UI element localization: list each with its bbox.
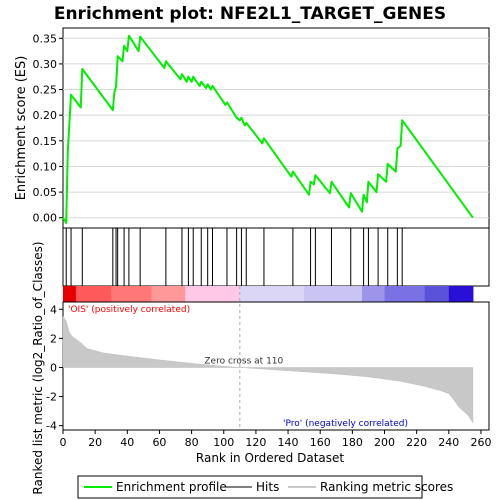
metric-y-tick-label: -2 <box>46 391 57 404</box>
zero-cross-label: Zero cross at 110 <box>204 356 283 366</box>
enrichment-y-tick-label: 0.20 <box>33 109 58 122</box>
legend: Enrichment profile Hits Ranking metric s… <box>77 475 453 499</box>
metric-y-tick-label: -4 <box>46 420 57 433</box>
ranking-metric-area <box>62 315 474 424</box>
metric-x-tick-label: 220 <box>406 436 427 449</box>
hits-panel-frame <box>62 227 490 287</box>
color-bar-segment <box>151 286 186 302</box>
legend-enrichment-label: Enrichment profile <box>116 480 227 494</box>
metric-x-tick-label: 20 <box>88 436 102 449</box>
enrichment-gridlines <box>63 37 489 219</box>
negative-correlation-label: 'Pro' (negatively correlated) <box>283 419 408 429</box>
hit-marks <box>65 228 403 286</box>
color-bar-segment <box>424 286 450 302</box>
enrichment-y-tick-label: 0.05 <box>33 186 58 199</box>
enrichment-plot-frame <box>62 27 490 229</box>
legend-metric-label: Ranking metric scores <box>320 480 453 494</box>
metric-x-tick-label: 180 <box>342 436 363 449</box>
metric-y-axis-ticks: -4 -2 0 2 4 <box>46 303 63 433</box>
metric-x-axis-label: Rank in Ordered Dataset <box>196 451 344 465</box>
legend-hits-label: Hits <box>256 480 279 494</box>
color-bar-segment <box>111 286 152 302</box>
enrichment-y-tick-label: 0.00 <box>33 212 58 225</box>
color-bar-segment <box>75 286 112 302</box>
enrichment-panel: 0.00 0.05 0.10 0.15 0.20 0.25 0.30 0.35 Enrichm… <box>14 27 490 229</box>
metric-x-tick-label: 40 <box>120 436 134 449</box>
enrichment-y-tick-label: 0.25 <box>33 84 58 97</box>
enrichment-profile-line <box>62 34 474 224</box>
metric-x-tick-label: 100 <box>213 436 234 449</box>
metric-y-tick-label: 0 <box>50 361 57 374</box>
metric-x-tick-label: 240 <box>438 436 459 449</box>
color-bar-segment <box>63 286 77 302</box>
metric-x-tick-label: 140 <box>278 436 299 449</box>
ranking-color-bar <box>63 286 474 302</box>
chart-title: Enrichment plot: NFE2L1_TARGET_GENES <box>54 4 446 24</box>
positive-correlation-label: 'OIS' (positively correlated) <box>68 305 190 315</box>
enrichment-y-tick-label: 0.10 <box>33 160 58 173</box>
enrichment-y-axis-ticks: 0.00 0.05 0.10 0.15 0.20 0.25 0.30 0.35 <box>33 32 63 225</box>
metric-y-axis-label: Ranked list metric (log2_Ratio_of_Classe… <box>31 241 45 494</box>
color-bar-segment <box>448 286 474 302</box>
ranked-metric-panel: -4 -2 0 2 4 0 20 40 60 80 100 120 140 160 180 200 220 24… <box>31 241 491 494</box>
metric-x-tick-label: 0 <box>60 436 67 449</box>
enrichment-y-axis-label: Enrichment score (ES) <box>14 56 29 201</box>
metric-x-axis-ticks: 0 20 40 60 80 100 120 140 160 180 200 220 240 260 <box>60 430 491 449</box>
enrichment-y-tick-label: 0.30 <box>33 58 58 71</box>
metric-x-tick-label: 200 <box>374 436 395 449</box>
metric-x-tick-label: 260 <box>470 436 491 449</box>
metric-y-tick-label: 2 <box>50 332 57 345</box>
metric-x-tick-label: 60 <box>152 436 166 449</box>
color-bar-segment <box>304 286 363 302</box>
color-bar-segment <box>239 286 305 302</box>
hits-panel <box>62 227 490 287</box>
color-bar-segment <box>185 286 241 302</box>
metric-y-tick-label: 4 <box>50 303 57 316</box>
color-bar-segment <box>384 286 426 302</box>
metric-x-tick-label: 160 <box>310 436 331 449</box>
color-bar-segment <box>362 286 386 302</box>
metric-x-tick-label: 120 <box>245 436 266 449</box>
enrichment-y-tick-label: 0.15 <box>33 135 58 148</box>
enrichment-y-tick-label: 0.35 <box>33 32 58 45</box>
metric-x-tick-label: 80 <box>185 436 199 449</box>
